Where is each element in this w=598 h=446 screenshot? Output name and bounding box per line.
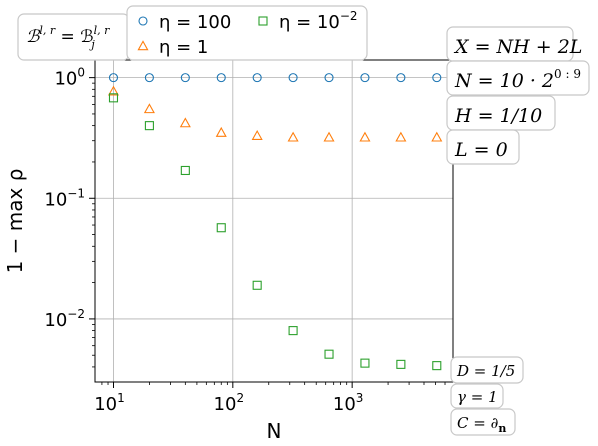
series-3 [108, 93, 442, 371]
x-tick-label: 102 [214, 391, 245, 415]
legend-marker [258, 16, 268, 26]
data-point [180, 165, 190, 176]
annotation-text: C = ∂n [457, 414, 506, 435]
data-point [323, 131, 335, 142]
data-point [360, 358, 370, 368]
annotation-text: N = 10 · 20 : 9 [454, 67, 581, 92]
data-point [288, 326, 298, 336]
data-point [215, 126, 227, 137]
data-point [252, 280, 262, 290]
x-axis-label: N [267, 419, 282, 443]
data-point [396, 359, 406, 369]
y-tick-label: 10−1 [44, 186, 85, 210]
annotation-box [450, 356, 524, 384]
data-point [108, 73, 119, 83]
data-point [179, 117, 191, 128]
data-point [359, 131, 371, 142]
data-point [324, 349, 334, 359]
right-annotations: X = NH + 2L N = 10 · 20 : 9 H = 1/10 L = 0 D… [446, 26, 590, 436]
y-tick-label: 100 [54, 66, 85, 90]
annotation-box [446, 60, 590, 96]
plot-area [95, 60, 453, 382]
annotation-text: X = NH + 2L [453, 36, 582, 58]
annotation-text: H = 1/10 [454, 105, 542, 127]
annotation-text: γ = 1 [457, 388, 498, 406]
data-point [287, 131, 299, 142]
data-point [396, 73, 406, 83]
x-tick-label: 101 [94, 391, 125, 415]
data-point [431, 131, 443, 142]
data-point [432, 73, 442, 83]
data-point [107, 85, 120, 96]
y-tick-label: 10−2 [44, 307, 85, 331]
data-point [143, 103, 155, 114]
legend-label: η = 1 [159, 37, 208, 58]
data-point [144, 121, 154, 131]
data-point [216, 73, 226, 83]
data-point [144, 73, 154, 83]
data-point [360, 73, 370, 83]
data-point [324, 73, 334, 83]
data-point [432, 361, 442, 371]
annotation-text: D = 1/5 [456, 362, 515, 380]
annotation-text: L = 0 [454, 139, 508, 161]
series-layer [107, 73, 443, 371]
legend-marker [137, 40, 149, 51]
legend-label: η = 100 [159, 12, 231, 33]
data-point [108, 93, 119, 103]
legend-label: η = 10−2 [279, 9, 358, 33]
data-point [288, 73, 298, 83]
legend: η = 100 η = 1 η = 10−2 [126, 5, 368, 61]
ticks: 101 102 103 100 10−1 10−2 [44, 66, 363, 415]
data-point [395, 131, 407, 142]
annotation-box [446, 129, 520, 165]
annotation-box [450, 408, 516, 436]
data-point [180, 73, 190, 83]
data-point [251, 129, 263, 140]
grid [95, 60, 453, 382]
annotation-box [450, 383, 504, 409]
data-point [252, 73, 262, 83]
x-tick-label: 103 [333, 391, 364, 415]
y-axis-label: 1 − max ρ [3, 169, 27, 274]
series-2 [107, 85, 443, 142]
series-1 [108, 73, 442, 83]
data-point [216, 223, 226, 233]
legend-marker [138, 16, 148, 26]
